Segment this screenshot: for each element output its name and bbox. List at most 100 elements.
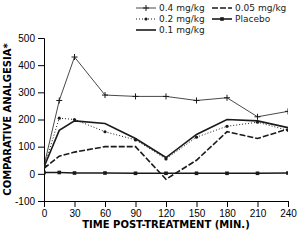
point [73,171,77,175]
tick-label: 210 [250,208,267,219]
point [195,171,199,175]
chart: 0306090120150180210240-10001002003004005… [0,0,300,231]
legend-label: 0.2 mg/kg [159,14,205,24]
legend-item: 0.05 mg/kg [212,3,286,13]
series-line [44,120,288,168]
tick-mark [166,201,167,207]
point [72,54,78,60]
y-axis: -100 0 100 200 300 400 500 [15,33,45,207]
tick-mark [75,201,76,207]
legend-item: 0.4 mg/kg [136,3,205,13]
tick-mark [38,147,44,148]
legend-marker [143,5,149,11]
legend-label: 0.4 mg/kg [159,3,205,13]
tick-label: 150 [189,208,206,219]
tick: 60 [100,201,112,219]
point [224,95,230,101]
point-shape [102,92,108,98]
point [102,92,108,98]
tick-label: 120 [158,208,175,219]
point [57,171,61,175]
axis-line [45,202,289,208]
point [225,171,229,175]
legend-marker [144,17,147,20]
tick-label: -100 [15,196,35,207]
point [164,171,168,175]
legend-item: Placebo [212,14,271,24]
tick-mark [288,201,289,207]
point-shape [163,93,169,99]
tick: 90 [130,201,142,219]
point-shape [225,171,229,175]
legend-marker-shape [143,5,149,11]
point [225,125,228,128]
tick-mark [38,65,44,66]
tick-label: 500 [18,33,35,44]
point [194,97,200,103]
tick-mark [105,201,106,207]
x-axis: 0306090120150180210240 [42,201,298,219]
legend-marker-shape [144,17,147,20]
point [44,171,46,175]
point [134,171,138,175]
point-shape [57,171,61,175]
point [103,130,106,133]
tick-mark [136,201,137,207]
tick-mark [38,38,44,39]
tick-label: 60 [100,208,112,219]
tick: 0 [42,201,48,219]
tick-mark [227,201,228,207]
tick-label: 300 [18,87,35,98]
point [58,117,61,120]
x-axis-title: TIME POST-TREATMENT (MIN.) [82,219,249,230]
tick-label: 240 [280,208,297,219]
point [255,114,261,120]
point-shape [44,171,46,175]
tick-label: 0 [42,208,48,219]
point-shape [58,117,61,120]
tick-mark [38,120,44,121]
tick-label: 0 [29,169,35,180]
legend-label: 0.05 mg/kg [235,3,286,13]
tick: 150 [189,201,206,219]
tick: 200 [18,114,44,125]
point [285,108,288,114]
legend-swatch [212,7,232,9]
y-axis-title: COMPARATIVE ANALGESIA* [2,43,13,196]
point [256,171,260,175]
point-shape [224,95,230,101]
tick-label: 100 [18,141,35,152]
legend-marker [220,17,224,21]
axis-line [38,39,45,202]
point-shape [256,171,260,175]
point-shape [134,171,138,175]
point [286,171,288,175]
series-line [44,129,288,179]
point-shape [255,114,261,120]
point-shape [72,54,78,60]
point-shape [56,97,62,103]
point [56,97,62,103]
tick-label: 30 [69,208,81,219]
point-shape [286,171,288,175]
point-shape [73,171,77,175]
legend-item: 0.2 mg/kg [136,14,205,24]
point-shape [285,108,288,114]
point-shape [195,171,199,175]
point-shape [103,130,106,133]
tick-label: 400 [18,60,35,71]
tick-mark [258,201,259,207]
point-shape [133,93,139,99]
tick: 500 [18,33,44,44]
tick: 30 [69,201,81,219]
point [103,171,107,175]
tick: 400 [18,60,44,71]
legend: 0.4 mg/kg0.2 mg/kg0.1 mg/kg 0.05 mg/kgPla… [136,3,286,35]
point-shape [103,171,107,175]
legend-item: 0.1 mg/kg [136,25,205,35]
tick: 120 [158,201,175,219]
tick-mark [38,201,44,202]
tick: 240 [280,201,297,219]
legend-swatch [212,18,232,20]
series-line [44,118,288,167]
